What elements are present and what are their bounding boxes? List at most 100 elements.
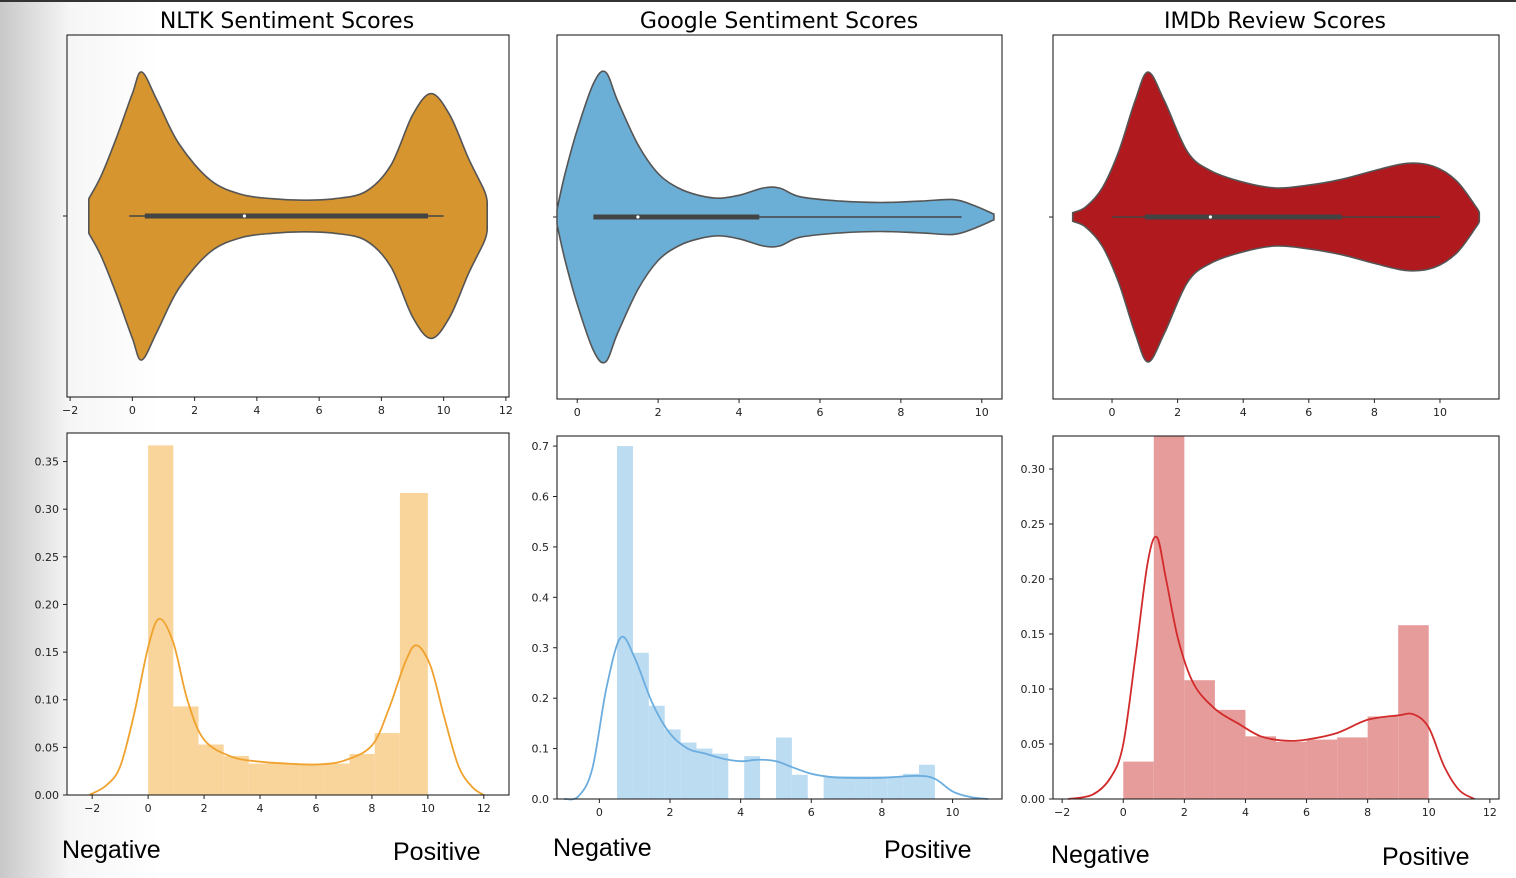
x-tick-label: 8 xyxy=(368,802,375,815)
y-tick-label: 0.30 xyxy=(35,503,60,516)
histogram-bar xyxy=(632,652,649,799)
x-tick-label: 8 xyxy=(1371,406,1378,419)
histogram-bar xyxy=(696,748,713,799)
y-tick-label: 0.15 xyxy=(35,646,60,659)
plot-background xyxy=(67,433,509,795)
histogram-bar xyxy=(823,776,840,799)
histogram-bar xyxy=(374,733,400,795)
histogram-bar xyxy=(855,776,872,799)
histogram-bar xyxy=(324,763,350,795)
positive-label-3: Positive xyxy=(1382,843,1470,871)
histogram-bar xyxy=(274,763,300,795)
x-tick-label: 6 xyxy=(808,806,815,819)
histogram-bar xyxy=(664,729,681,799)
y-tick-label: 0.2 xyxy=(532,692,550,705)
iqr-box xyxy=(593,214,760,220)
histogram-bar xyxy=(399,493,428,795)
x-tick-label: 6 xyxy=(312,802,319,815)
x-tick-label: 4 xyxy=(1240,406,1247,419)
x-tick-label: 4 xyxy=(736,406,743,419)
chart-title: Google Sentiment Scores xyxy=(640,9,918,34)
top-border xyxy=(0,0,1516,2)
histogram-bar xyxy=(148,445,174,795)
plot-frame xyxy=(556,435,1003,800)
x-tick-label: −2 xyxy=(1054,806,1070,819)
x-tick-label: 0 xyxy=(574,406,581,419)
histogram-bar xyxy=(198,744,224,795)
histogram-bar xyxy=(1367,716,1399,799)
x-tick-label: 0 xyxy=(145,802,152,815)
x-tick-label: 0 xyxy=(1120,806,1127,819)
median-dot xyxy=(1208,215,1213,219)
histogram-bar xyxy=(1123,761,1154,799)
y-tick-label: 0.25 xyxy=(35,551,60,564)
plot-frame xyxy=(66,432,510,796)
y-tick-label: 0.15 xyxy=(1021,628,1046,641)
histogram-bar xyxy=(223,755,249,795)
x-tick-label: 2 xyxy=(191,404,198,417)
positive-label-1: Positive xyxy=(393,838,481,866)
median-dot xyxy=(242,214,247,218)
y-tick-label: 0.20 xyxy=(1021,573,1046,586)
y-tick-label: 0.20 xyxy=(35,598,60,611)
x-tick-label: 0 xyxy=(1109,406,1116,419)
x-tick-label: 0 xyxy=(596,806,603,819)
y-tick-label: 0.0 xyxy=(532,793,550,806)
negative-label-2: Negative xyxy=(553,834,652,862)
x-tick-label: 10 xyxy=(421,802,435,815)
x-tick-label: 8 xyxy=(878,806,885,819)
histogram-bar xyxy=(617,446,633,799)
x-tick-label: 2 xyxy=(201,802,208,815)
x-tick-label: 10 xyxy=(1422,806,1436,819)
y-tick-label: 0.6 xyxy=(532,491,550,504)
histogram-bar xyxy=(791,774,808,799)
histogram-bar xyxy=(1184,680,1215,799)
y-tick-label: 0.7 xyxy=(532,440,550,453)
histogram-bar xyxy=(248,763,275,795)
histogram-bar xyxy=(712,753,729,799)
iqr-box xyxy=(144,213,429,219)
kde-line xyxy=(563,635,988,801)
x-tick-label: 10 xyxy=(975,406,989,419)
histogram-bar xyxy=(648,705,665,799)
x-tick-label: 12 xyxy=(477,802,491,815)
y-tick-label: 0.4 xyxy=(532,591,550,604)
y-tick-label: 0.10 xyxy=(35,694,60,707)
iqr-box xyxy=(1144,214,1342,220)
x-tick-label: 2 xyxy=(1181,806,1188,819)
y-tick-label: 0.00 xyxy=(35,789,60,802)
histogram-bar xyxy=(871,776,888,799)
y-tick-label: 0.00 xyxy=(1021,793,1046,806)
histogram-bar xyxy=(744,756,761,799)
x-tick-label: 4 xyxy=(257,802,264,815)
x-tick-label: 6 xyxy=(1303,806,1310,819)
histogram-bar xyxy=(1245,736,1276,799)
x-tick-label: 8 xyxy=(1364,806,1371,819)
x-tick-label: 4 xyxy=(737,806,744,819)
y-tick-label: 0.3 xyxy=(532,642,550,655)
x-tick-label: 10 xyxy=(1433,406,1447,419)
histogram-bar xyxy=(775,737,792,799)
x-tick-label: 10 xyxy=(437,404,451,417)
histogram-bar xyxy=(299,763,325,795)
x-tick-label: −2 xyxy=(84,802,100,815)
positive-label-2: Positive xyxy=(884,836,972,864)
histogram-bar xyxy=(919,764,935,799)
x-tick-label: 4 xyxy=(253,404,260,417)
y-tick-label: 0.1 xyxy=(532,743,550,756)
y-tick-label: 0.10 xyxy=(1021,683,1046,696)
x-tick-label: 12 xyxy=(1483,806,1497,819)
kde-line xyxy=(1068,535,1476,800)
kde-line xyxy=(88,617,485,796)
y-tick-label: 0.35 xyxy=(35,456,60,469)
x-tick-label: 2 xyxy=(655,406,662,419)
x-tick-label: −2 xyxy=(62,404,78,417)
histogram-bar xyxy=(1337,737,1368,799)
x-tick-label: 0 xyxy=(129,404,136,417)
histogram-bar xyxy=(1306,739,1338,799)
negative-label-1: Negative xyxy=(62,836,161,864)
histogram-bar xyxy=(680,742,697,799)
y-tick-label: 0.05 xyxy=(35,741,60,754)
x-tick-label: 2 xyxy=(667,806,674,819)
